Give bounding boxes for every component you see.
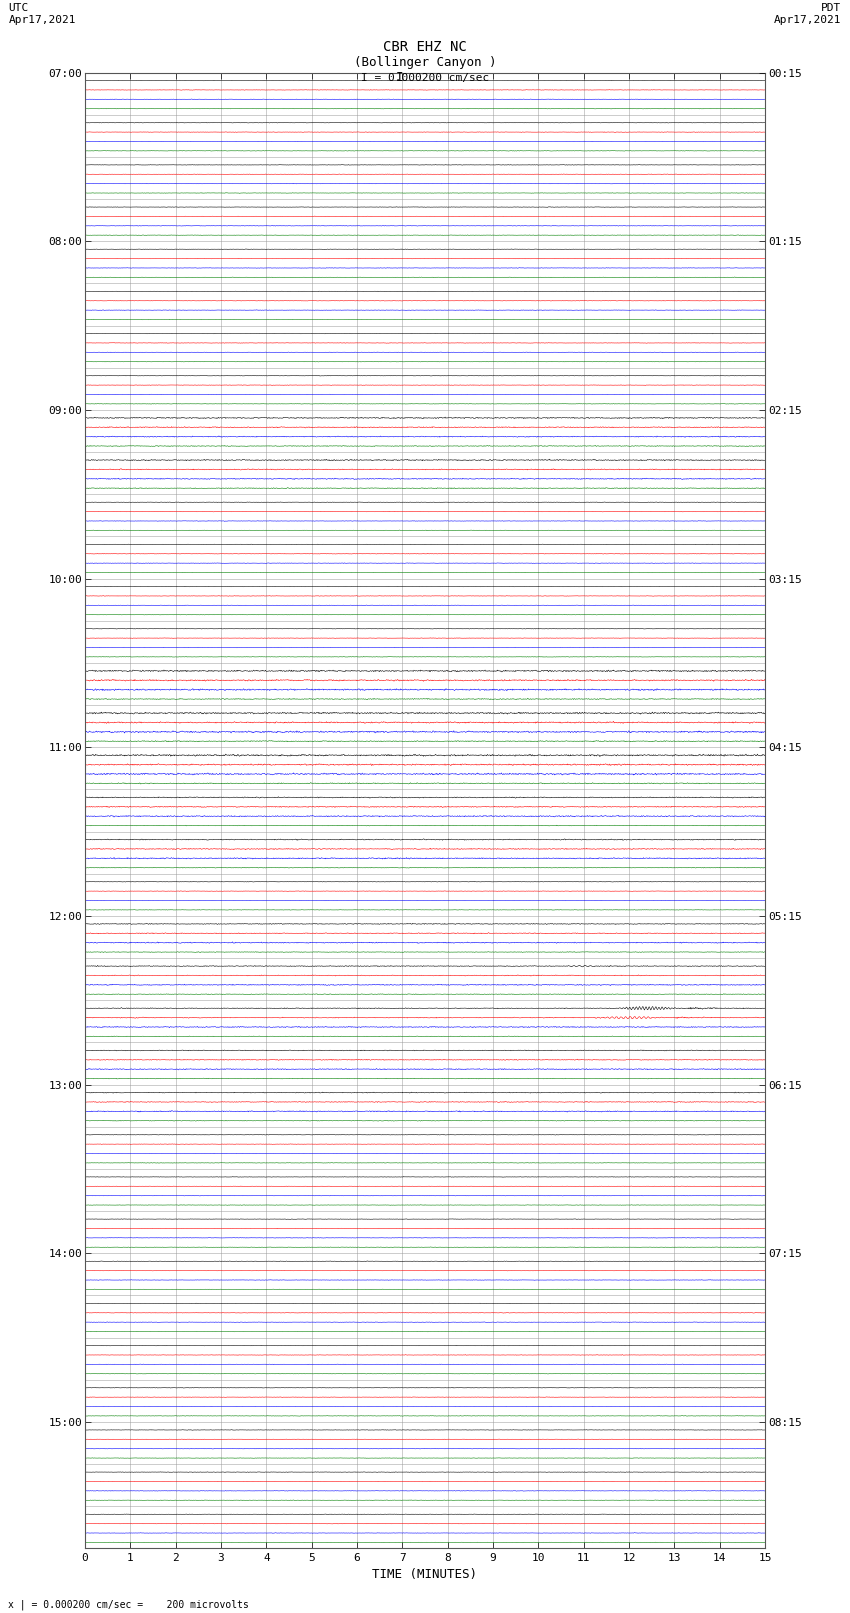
Text: x | = 0.000200 cm/sec =    200 microvolts: x | = 0.000200 cm/sec = 200 microvolts [8,1598,249,1610]
Text: UTC
Apr17,2021: UTC Apr17,2021 [8,3,76,24]
Text: I: I [396,71,403,84]
Text: (Bollinger Canyon ): (Bollinger Canyon ) [354,56,496,69]
Text: CBR EHZ NC: CBR EHZ NC [383,40,467,55]
X-axis label: TIME (MINUTES): TIME (MINUTES) [372,1568,478,1581]
Text: PDT
Apr17,2021: PDT Apr17,2021 [774,3,842,24]
Text: I = 0.000200 cm/sec: I = 0.000200 cm/sec [361,73,489,82]
